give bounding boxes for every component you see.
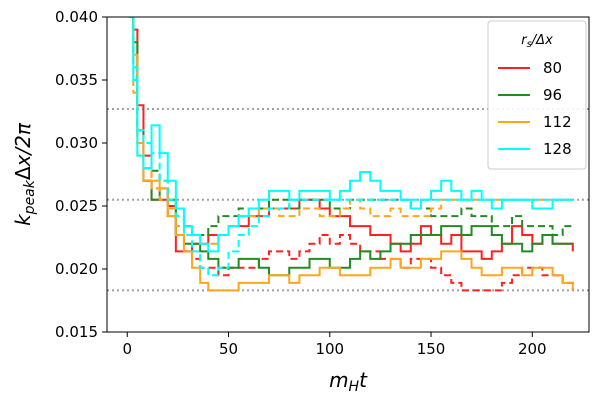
- y-axis-label-pi: π: [11, 122, 35, 135]
- series-line-6: [129, 17, 573, 253]
- series-line-5: [129, 17, 573, 245]
- y-tick-label-2: 0.025: [55, 197, 98, 215]
- legend-box: [487, 20, 587, 170]
- y-tick-label-4: 0.035: [55, 71, 98, 89]
- plot-frame: [106, 16, 590, 333]
- legend-title-tail: /Δx: [531, 33, 553, 48]
- series-line-7: [129, 17, 573, 277]
- x-tick-label-0: 0: [122, 340, 132, 358]
- y-axis-ticks: 0.015 0.020 0.025 0.030 0.035 0.040: [55, 8, 107, 341]
- x-tick-label-2: 100: [315, 340, 344, 358]
- y-tick-label-0: 0.015: [55, 323, 98, 341]
- legend: rs/Δx 80 96 112 128: [487, 20, 587, 170]
- x-axis-label-main: m: [329, 368, 348, 392]
- legend-label-0: 80: [543, 59, 562, 77]
- legend-title: rs/Δx: [521, 33, 553, 50]
- y-tick-label-3: 0.030: [55, 134, 98, 152]
- y-axis-label: kpeakΔx/2π: [11, 122, 38, 226]
- legend-title-sub: s: [527, 39, 532, 50]
- legend-label-3: 128: [543, 140, 572, 158]
- y-axis-label-x: x/2: [11, 135, 35, 167]
- x-axis-ticks: 0 50 100 150 200: [122, 332, 547, 358]
- x-axis-label-sub: H: [349, 379, 360, 395]
- x-axis-label: mHt: [329, 368, 368, 395]
- y-axis-label-sub: peak: [22, 179, 38, 215]
- x-tick-label-3: 150: [417, 340, 446, 358]
- x-tick-label-1: 50: [219, 340, 238, 358]
- y-tick-label-1: 0.020: [55, 260, 98, 278]
- x-axis-label-tail: t: [359, 368, 368, 392]
- x-tick-label-4: 200: [518, 340, 547, 358]
- legend-title-r: r: [521, 33, 528, 48]
- legend-label-2: 112: [543, 113, 572, 131]
- series-line-0: [129, 17, 574, 260]
- series-lines: [129, 17, 574, 292]
- series-line-4: [129, 17, 574, 292]
- legend-items: 80 96 112 128: [498, 59, 572, 158]
- legend-label-1: 96: [543, 86, 562, 104]
- y-tick-label-5: 0.040: [55, 8, 98, 26]
- y-axis-label-main: k: [11, 213, 35, 226]
- y-axis-label-tail: Δ: [11, 166, 35, 180]
